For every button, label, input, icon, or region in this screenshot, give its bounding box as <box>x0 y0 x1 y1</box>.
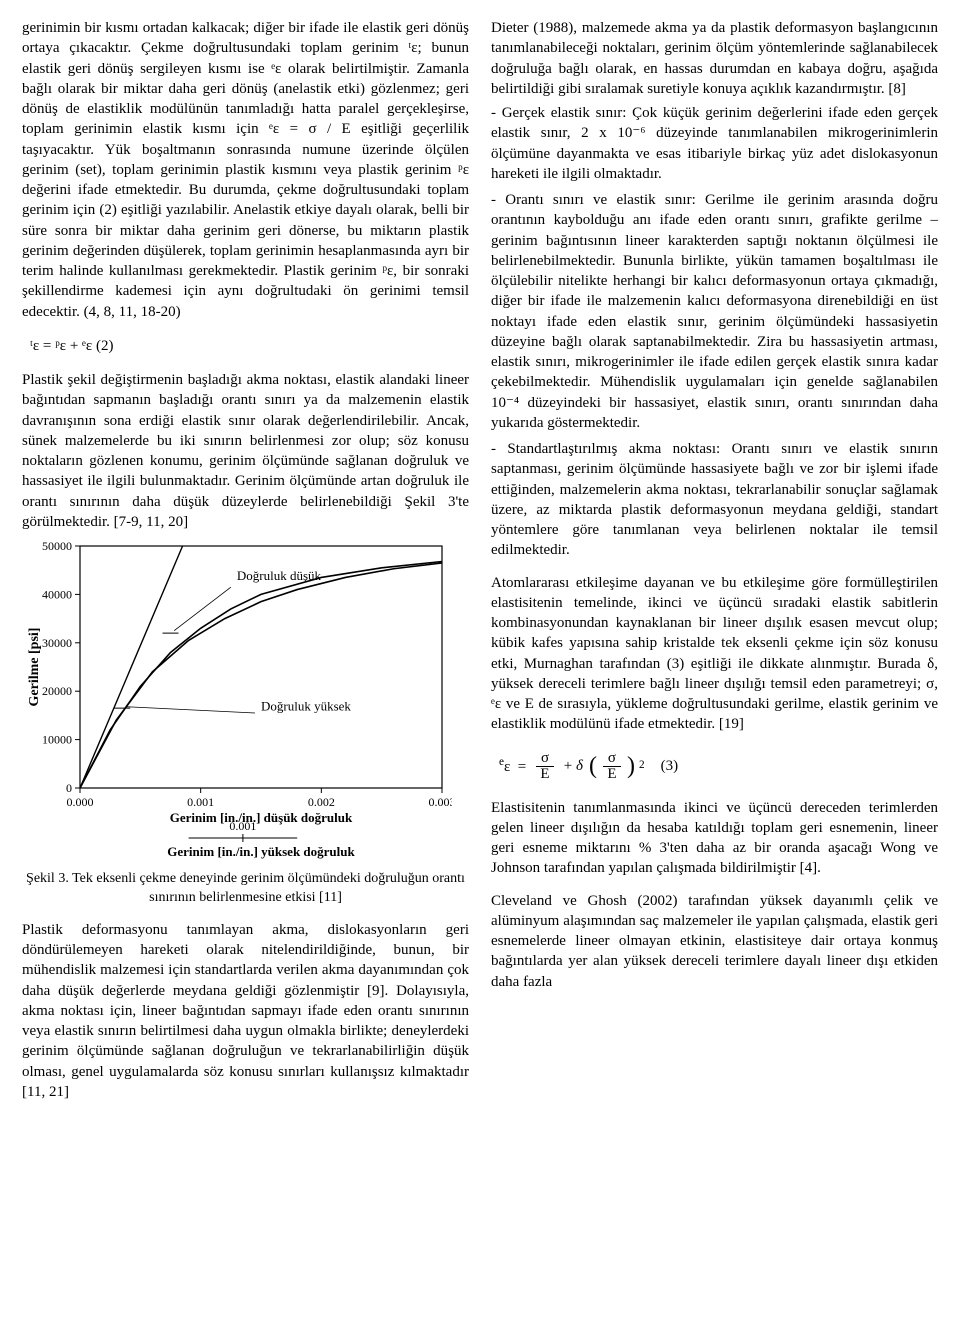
svg-text:40000: 40000 <box>42 587 72 601</box>
svg-text:0.001: 0.001 <box>229 819 256 833</box>
two-column-layout: gerinimin bir kısmı ortadan kalkacak; di… <box>22 18 938 1104</box>
right-column: Dieter (1988), malzemede akma ya da plas… <box>491 18 938 1104</box>
figure-3-chart: 0 10000 20000 30000 40000 50000 Gerilme [psi] 0… <box>22 536 469 866</box>
right-paragraph-5: Atomlararası etkileşime dayanan ve bu et… <box>491 573 938 735</box>
svg-text:10000: 10000 <box>42 733 72 747</box>
svg-text:30000: 30000 <box>42 636 72 650</box>
svg-text:0.003: 0.003 <box>429 795 453 809</box>
svg-text:0.002: 0.002 <box>308 795 335 809</box>
right-paragraph-1: Dieter (1988), malzemede akma ya da plas… <box>491 18 938 99</box>
right-paragraph-3: - Orantı sınırı ve elastik sınır: Gerilm… <box>491 190 938 433</box>
right-paragraph-4: - Standartlaştırılmış akma noktası: Oran… <box>491 439 938 561</box>
svg-text:0.001: 0.001 <box>187 795 214 809</box>
svg-text:0: 0 <box>66 781 72 795</box>
svg-text:50000: 50000 <box>42 539 72 553</box>
equation-3-label: (3) <box>661 756 679 776</box>
left-paragraph-1: gerinimin bir kısmı ortadan kalkacak; di… <box>22 18 469 322</box>
right-paragraph-2: - Gerçek elastik sınır: Çok küçük gerini… <box>491 103 938 184</box>
equation-3: eε = σ E + δ ( σ E ) 2 (3) <box>499 751 938 782</box>
equation-2: ᵗε = ᵖε + ᵉε (2) <box>30 336 469 356</box>
figure-3-caption: Şekil 3. Tek eksenli çekme deneyinde ger… <box>22 870 469 908</box>
left-column: gerinimin bir kısmı ortadan kalkacak; di… <box>22 18 469 1104</box>
svg-text:Gerilme [psi]: Gerilme [psi] <box>27 628 42 707</box>
right-paragraph-6: Elastisitenin tanımlanmasında ikinci ve … <box>491 798 938 879</box>
svg-text:Gerinim [in./in.] yüksek do: Gerinim [in./in.] yüksek doğruluk <box>167 844 355 859</box>
svg-text:Gerinim [in./in.] düşük doğ: Gerinim [in./in.] düşük doğruluk <box>170 810 353 825</box>
left-paragraph-2: Plastik şekil değiştirmenin başladığı ak… <box>22 370 469 532</box>
left-paragraph-3: Plastik deformasyonu tanımlayan akma, di… <box>22 920 469 1102</box>
svg-text:20000: 20000 <box>42 684 72 698</box>
svg-text:0.000: 0.000 <box>67 795 94 809</box>
svg-text:Doğruluk yüksek: Doğruluk yüksek <box>261 699 351 714</box>
svg-text:Doğruluk düşük: Doğruluk düşük <box>237 568 322 583</box>
right-paragraph-7: Cleveland ve Ghosh (2002) tarafından yük… <box>491 891 938 992</box>
